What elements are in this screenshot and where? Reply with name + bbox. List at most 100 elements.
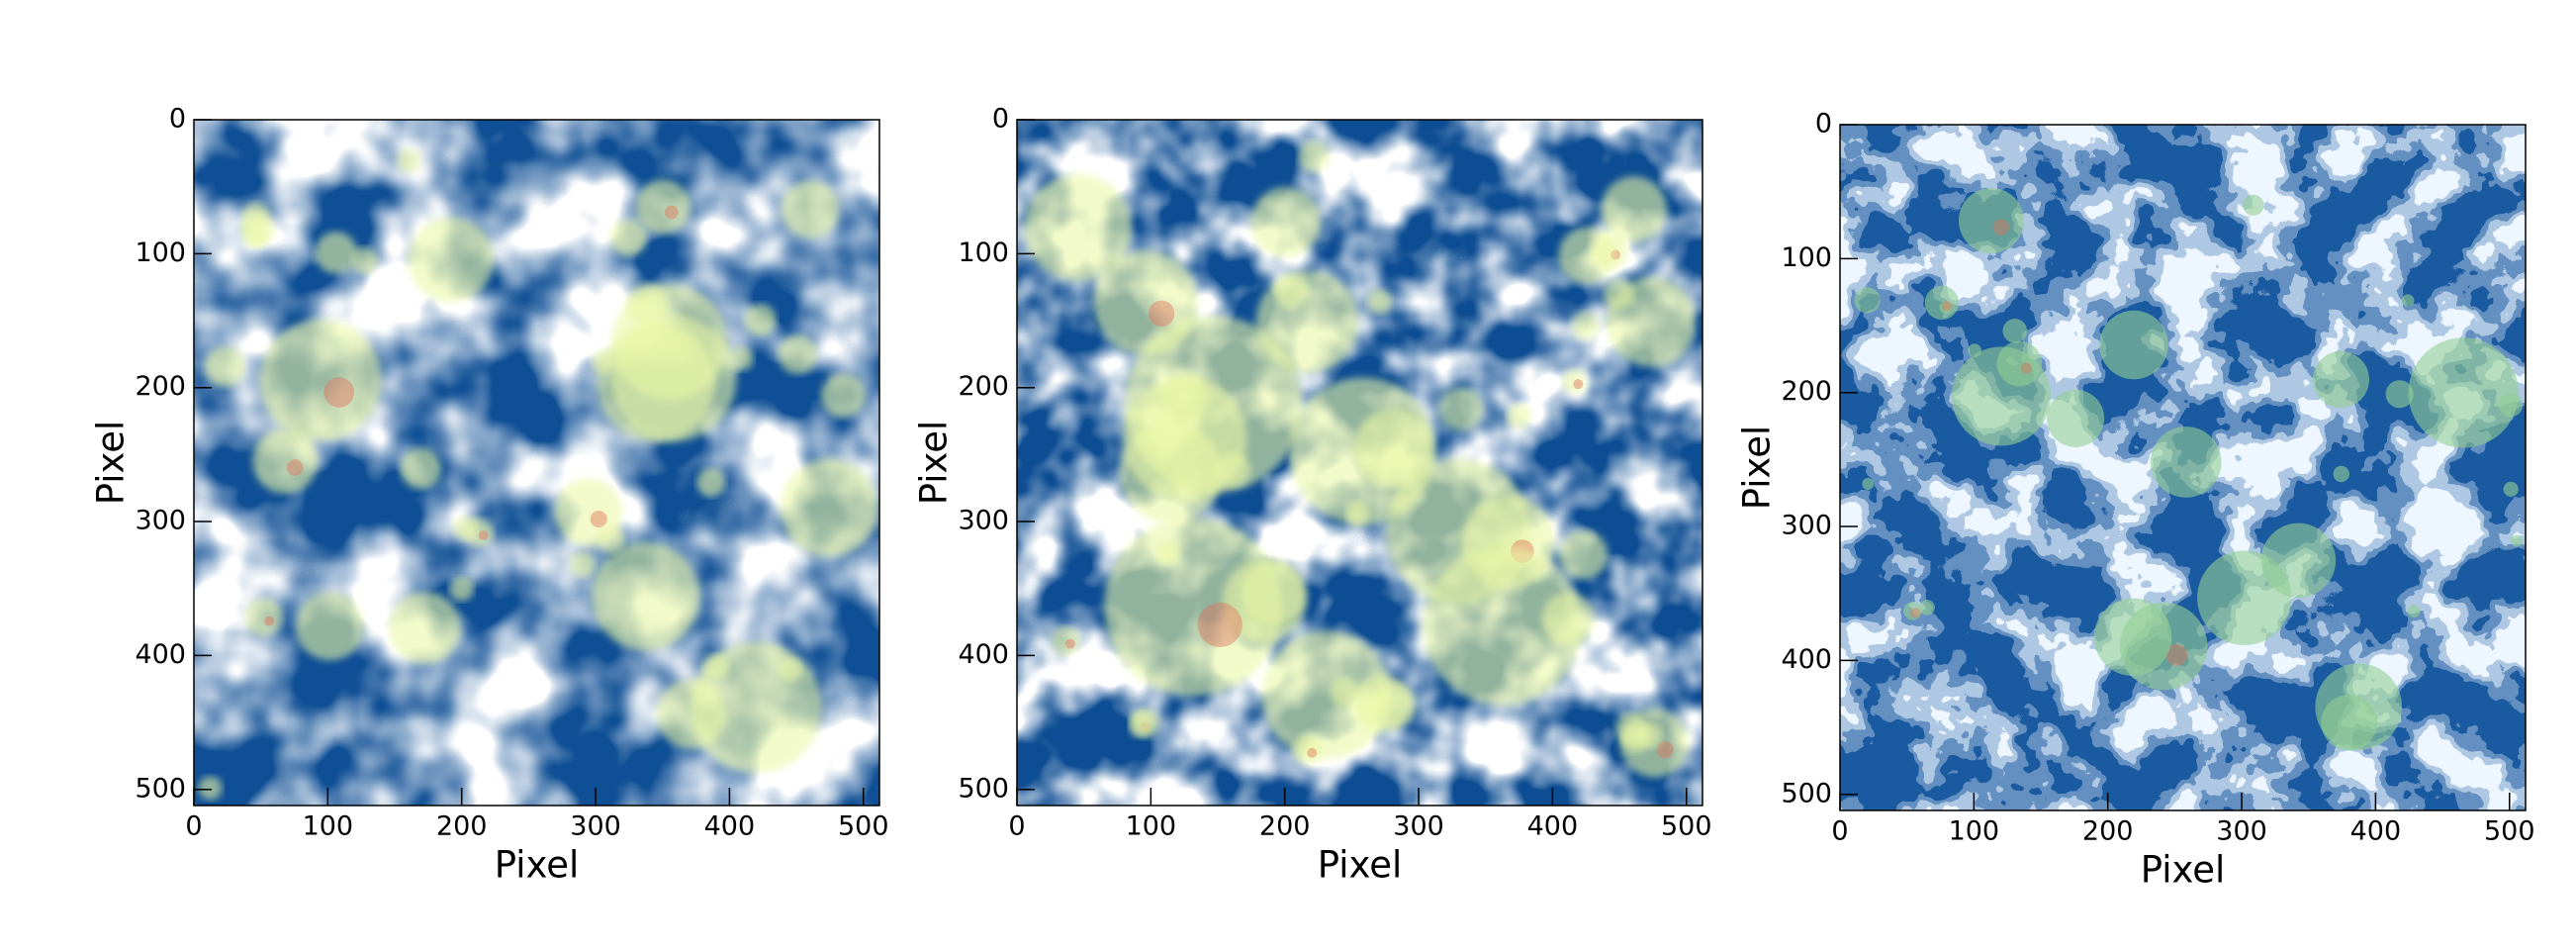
x-tick-label: 100 (303, 811, 354, 842)
panel: 0 100 200 300 400 500 0 100 200 300 400 500 Pixel Pix… (913, 104, 1712, 887)
x-axis-label: Pixel (1318, 844, 1403, 887)
region-core (264, 616, 275, 626)
region-overlay (1370, 682, 1416, 728)
region-overlay (2499, 393, 2524, 418)
region-overlay (1903, 602, 1922, 620)
region-overlay (1854, 287, 1881, 314)
x-tick-label: 100 (1126, 811, 1177, 842)
x-tick-label: 200 (1259, 811, 1311, 842)
x-tick-label: 500 (1661, 811, 1712, 842)
region-overlay (2260, 522, 2337, 599)
region-overlay (729, 346, 754, 371)
region-core (1148, 300, 1175, 328)
region-overlay (244, 598, 283, 636)
region-overlay (2002, 319, 2028, 343)
region-overlay (1558, 227, 1615, 284)
region-core (2165, 643, 2188, 666)
region-overlay (2408, 337, 2519, 448)
y-tick-label: 200 (958, 371, 1009, 402)
panel: 0 100 200 300 400 500 0 100 200 300 400 500 Pixel Pix… (90, 104, 889, 887)
region-overlay (1215, 452, 1250, 488)
region-overlay (1024, 174, 1132, 282)
region-overlay (2333, 465, 2349, 483)
region-overlay (315, 232, 357, 274)
region-overlay (408, 217, 494, 303)
region-overlay (449, 576, 474, 602)
x-tick-label: 0 (185, 811, 202, 842)
x-tick-label: 200 (2082, 816, 2134, 847)
region-overlay (1423, 546, 1583, 706)
x-tick-label: 0 (1831, 816, 1848, 847)
region-overlay (2093, 598, 2172, 676)
region-overlays (1854, 188, 2524, 751)
x-tick-label: 400 (704, 811, 756, 842)
region-overlay (2385, 380, 2414, 409)
region-overlay (1603, 279, 1634, 311)
region-core (1573, 379, 1584, 390)
region-overlay (1601, 176, 1667, 242)
region-overlay (2099, 310, 2168, 380)
region-overlay (1292, 734, 1323, 765)
region-overlay (1996, 340, 2043, 387)
y-tick-label: 100 (1781, 242, 1832, 273)
region-overlay (744, 304, 777, 336)
y-tick-label: 300 (1781, 511, 1832, 541)
y-axis-label: Pixel (913, 421, 956, 506)
region-overlay (1558, 529, 1609, 580)
plot-frame (1839, 124, 2527, 811)
x-axis-label: Pixel (495, 844, 580, 887)
region-core (1064, 638, 1075, 649)
x-tick-label: 100 (1949, 816, 2000, 847)
region-overlay (1130, 708, 1159, 738)
plot-frame (1016, 119, 1703, 807)
y-axis-label: Pixel (1736, 426, 1779, 511)
region-overlay (2047, 389, 2105, 447)
region-overlay (569, 551, 596, 578)
region-overlay (204, 346, 245, 387)
region-overlay (1571, 312, 1600, 340)
x-tick-label: 300 (2216, 816, 2267, 847)
x-axis-label: Pixel (2141, 849, 2226, 892)
region-overlay (598, 525, 626, 554)
y-tick-label: 100 (958, 238, 1009, 268)
region-core (2020, 362, 2032, 374)
region-overlay (252, 428, 319, 494)
region-overlay (1104, 518, 1283, 697)
y-tick-label: 300 (958, 506, 1009, 536)
region-overlay (820, 373, 866, 418)
region-overlay (1261, 630, 1391, 760)
region-core (323, 377, 355, 408)
region-overlays (1024, 141, 1697, 778)
region-overlay (1160, 374, 1210, 424)
y-tick-label: 0 (992, 104, 1009, 135)
region-overlay (1958, 188, 2024, 254)
region-core (590, 510, 607, 528)
region-core (1197, 602, 1242, 647)
region-overlay (1250, 187, 1322, 258)
region-overlay (696, 468, 726, 498)
region-overlay (1862, 477, 1875, 490)
region-overlay (1052, 626, 1081, 656)
plot-frame (193, 119, 880, 807)
region-overlay (400, 447, 442, 490)
region-overlay (1120, 421, 1223, 523)
y-tick-label: 200 (1781, 376, 1832, 407)
region-overlay (1298, 141, 1331, 173)
x-tick-label: 400 (2350, 816, 2402, 847)
region-overlay (2321, 694, 2377, 751)
y-tick-label: 400 (1781, 644, 1832, 675)
y-tick-label: 300 (135, 506, 186, 536)
y-tick-label: 500 (135, 773, 186, 804)
x-tick-label: 500 (838, 811, 889, 842)
region-overlay (1438, 387, 1483, 431)
region-overlay (1968, 343, 1981, 357)
region-overlay (2511, 534, 2524, 547)
region-overlay (389, 592, 461, 664)
y-tick-label: 400 (958, 639, 1009, 670)
panels: 0 100 200 300 400 500 0 100 200 300 400 500 Pixel Pix… (90, 104, 2535, 892)
region-overlay (1507, 404, 1531, 428)
x-tick-label: 300 (1393, 811, 1444, 842)
region-overlay (1562, 369, 1587, 394)
x-tick-label: 500 (2484, 816, 2535, 847)
y-tick-label: 0 (169, 104, 186, 135)
